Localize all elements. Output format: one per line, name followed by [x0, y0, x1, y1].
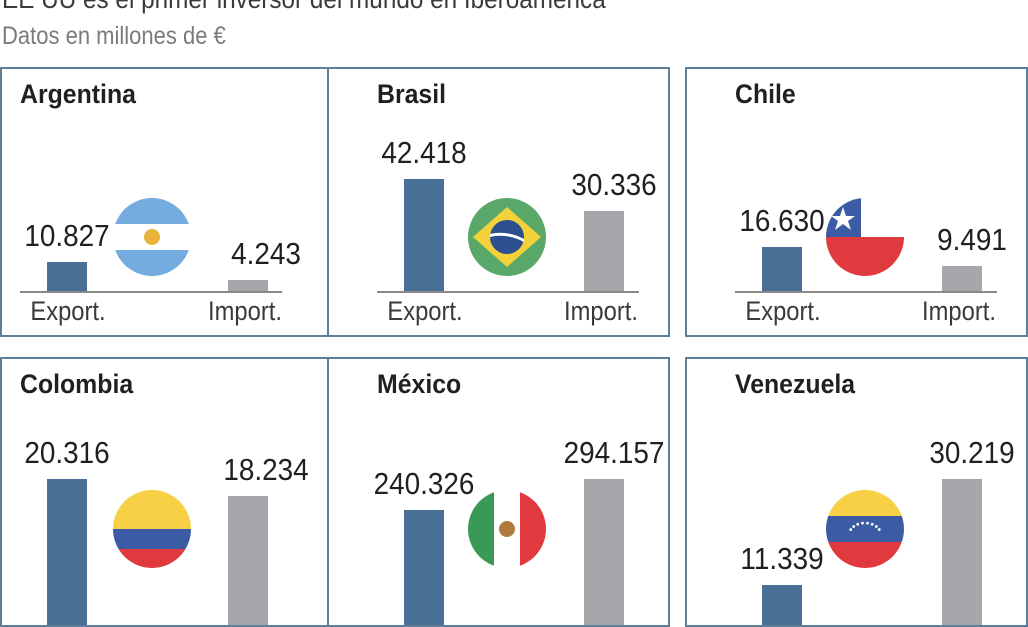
export-value-label: 16.630 [739, 203, 825, 238]
panel-title: Argentina [20, 79, 136, 109]
import-value-label: 4.243 [231, 236, 301, 271]
export-value-label: 10.827 [24, 218, 110, 253]
country-panel-argentina: Argentina 10.827 4.243 Export. Import. [0, 67, 343, 337]
export-bar [762, 585, 802, 625]
panel-title: Venezuela [735, 369, 856, 399]
export-bar [47, 479, 87, 625]
brazil-flag-icon [467, 197, 547, 277]
import-bar [942, 479, 982, 625]
panel-title: Brasil [377, 79, 447, 109]
chart-title: EE UU es el primer inversor del mundo en… [2, 0, 606, 15]
import-bar [584, 479, 624, 625]
x-axis-line [377, 291, 639, 293]
mexico-flag-icon [467, 489, 547, 569]
colombia-flag-icon [112, 489, 192, 569]
country-panel-venezuela: Venezuela 11.339 30.219 [685, 357, 1028, 627]
country-panel-chile: Chile 16.630 9.491 Export. Import. [685, 67, 1028, 337]
country-panel-colombia: Colombia 20.316 18.234 [0, 357, 343, 627]
export-value-label: 11.339 [740, 541, 824, 576]
export-bar [404, 510, 444, 625]
export-value-label: 20.316 [24, 435, 110, 470]
argentina-flag-icon [112, 197, 192, 277]
x-axis-line [735, 291, 997, 293]
export-value-label: 42.418 [381, 135, 467, 170]
import-bar [228, 496, 268, 625]
export-bar [404, 179, 444, 291]
panel-title: México [377, 369, 462, 399]
import-value-label: 294.157 [563, 435, 665, 470]
venezuela-flag-icon [825, 489, 905, 569]
x-axis-line [20, 291, 282, 293]
import-bar [584, 211, 624, 291]
export-category-label: Export. [30, 296, 106, 326]
chile-flag-icon [825, 197, 905, 277]
country-panel-méxico: México 240.326 294.157 [327, 357, 670, 627]
export-bar [762, 247, 802, 291]
import-category-label: Import. [208, 296, 282, 326]
export-bar [47, 262, 87, 291]
import-category-label: Import. [922, 296, 996, 326]
import-bar [228, 280, 268, 291]
export-category-label: Export. [745, 296, 821, 326]
import-bar [942, 266, 982, 291]
export-value-label: 240.326 [373, 466, 475, 501]
import-value-label: 9.491 [937, 222, 1007, 257]
import-value-label: 30.219 [929, 435, 1015, 470]
export-category-label: Export. [387, 296, 463, 326]
import-value-label: 30.336 [571, 167, 657, 202]
panel-title: Chile [735, 79, 796, 109]
panel-title: Colombia [20, 369, 134, 399]
country-panel-brasil: Brasil 42.418 30.336 Export. Import. [327, 67, 670, 337]
chart-subtitle: Datos en millones de € [2, 22, 226, 50]
import-value-label: 18.234 [223, 452, 309, 487]
import-category-label: Import. [564, 296, 638, 326]
